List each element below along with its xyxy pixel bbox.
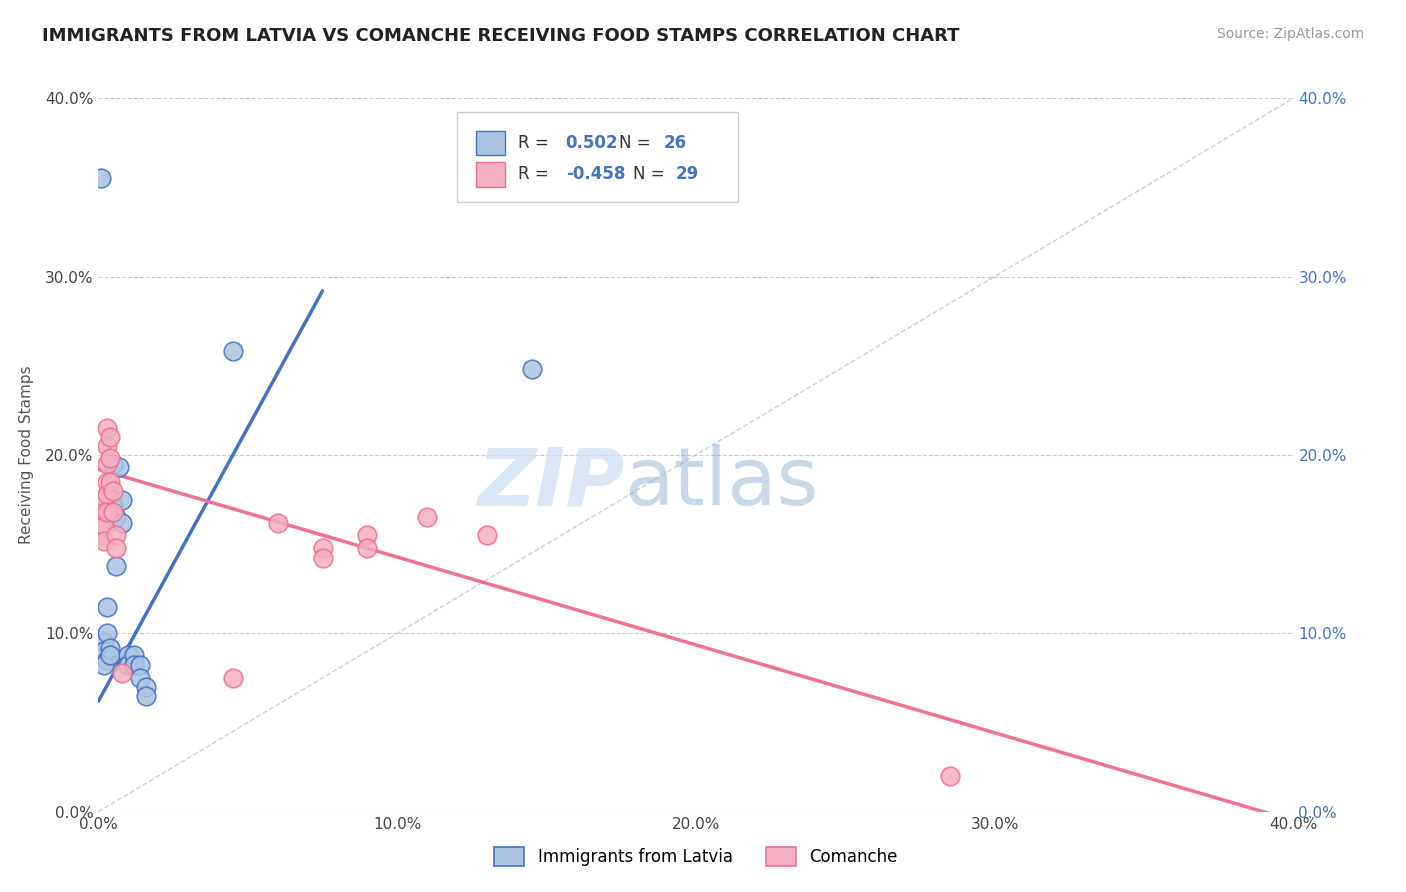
Point (105, 541, 128, 555)
Point (356, 528, 378, 542)
Point (356, 541, 378, 555)
FancyBboxPatch shape (477, 162, 505, 186)
Point (90, 528, 112, 542)
Point (520, 362, 543, 376)
Point (93, 644, 115, 658)
Point (90, 492, 112, 507)
Point (111, 665, 134, 680)
Point (267, 516, 290, 530)
Point (100, 430, 122, 444)
Point (100, 648, 122, 662)
Text: IMMIGRANTS FROM LATVIA VS COMANCHE RECEIVING FOOD STAMPS CORRELATION CHART: IMMIGRANTS FROM LATVIA VS COMANCHE RECEI… (42, 27, 960, 45)
Point (90, 516, 112, 530)
Point (96, 457, 118, 471)
Text: -0.458: -0.458 (565, 166, 626, 184)
Point (129, 658, 152, 673)
Point (96, 599, 118, 614)
Point (103, 483, 125, 498)
Point (222, 344, 245, 359)
Point (96, 475, 118, 489)
Point (311, 541, 333, 555)
Text: R =: R = (517, 166, 554, 184)
Text: N =: N = (620, 134, 657, 152)
Text: R =: R = (517, 134, 554, 152)
Point (103, 498, 125, 512)
Point (96, 487, 118, 501)
Point (135, 689, 157, 703)
Point (135, 680, 157, 694)
Legend: Immigrants from Latvia, Comanche: Immigrants from Latvia, Comanche (486, 838, 905, 875)
Point (939, 769, 962, 783)
Point (222, 671, 245, 685)
Text: N =: N = (633, 166, 669, 184)
Point (96, 439, 118, 453)
Point (100, 475, 122, 489)
Point (93, 505, 115, 519)
Point (124, 658, 146, 673)
Point (93, 519, 115, 533)
Point (117, 648, 139, 662)
Point (311, 551, 333, 566)
Point (124, 648, 146, 662)
Text: 0.502: 0.502 (565, 134, 619, 152)
Text: ZIP: ZIP (477, 444, 624, 523)
FancyBboxPatch shape (477, 131, 505, 155)
Point (111, 492, 134, 507)
Point (93, 635, 115, 649)
Point (105, 528, 128, 542)
Point (103, 457, 125, 471)
Point (96, 653, 118, 667)
Point (108, 460, 131, 475)
Point (90, 171, 112, 186)
Point (111, 516, 134, 530)
Point (96, 626, 118, 640)
Point (105, 510, 128, 524)
Text: Source: ZipAtlas.com: Source: ZipAtlas.com (1216, 27, 1364, 41)
Y-axis label: Receiving Food Stamps: Receiving Food Stamps (18, 366, 34, 544)
Point (475, 528, 498, 542)
Text: 26: 26 (664, 134, 686, 152)
FancyBboxPatch shape (457, 112, 738, 202)
Point (93, 658, 115, 673)
Point (105, 558, 128, 573)
Point (93, 533, 115, 548)
Point (117, 658, 139, 673)
Point (96, 505, 118, 519)
Point (100, 640, 122, 655)
Point (103, 505, 125, 519)
Point (129, 671, 152, 685)
Text: atlas: atlas (624, 444, 818, 523)
Point (100, 451, 122, 466)
Point (416, 510, 439, 524)
Text: 29: 29 (676, 166, 699, 184)
Point (96, 421, 118, 435)
